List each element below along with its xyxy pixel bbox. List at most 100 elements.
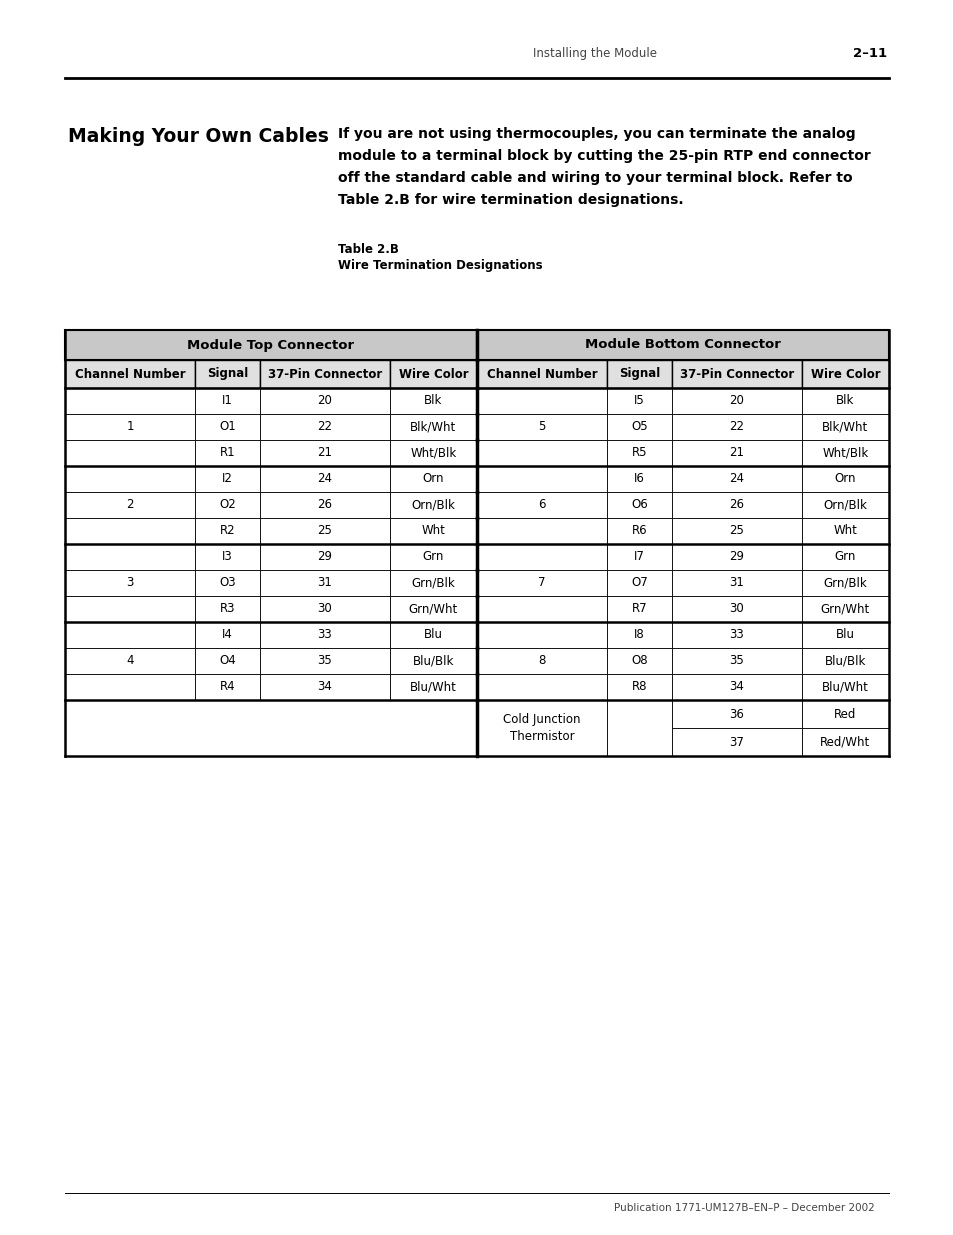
Bar [476, 359, 606, 388]
Bar [65, 492, 194, 517]
Bar [671, 597, 801, 622]
Bar [671, 517, 801, 543]
Bar [606, 674, 671, 700]
Text: O7: O7 [631, 577, 647, 589]
Text: 8: 8 [537, 655, 545, 667]
Text: Wire Termination Designations: Wire Termination Designations [337, 259, 542, 272]
Text: 29: 29 [317, 551, 333, 563]
Bar [476, 440, 606, 466]
Text: R5: R5 [631, 447, 646, 459]
Text: 2–11: 2–11 [852, 47, 886, 61]
Text: Module Bottom Connector: Module Bottom Connector [584, 338, 781, 352]
Bar [390, 648, 476, 674]
Bar [194, 571, 260, 597]
Text: 37-Pin Connector: 37-Pin Connector [679, 368, 793, 380]
Bar [194, 388, 260, 414]
Bar [65, 466, 194, 492]
Bar [194, 414, 260, 440]
Bar [260, 674, 390, 700]
Bar [260, 359, 390, 388]
Bar [65, 517, 194, 543]
Bar [390, 517, 476, 543]
Bar [671, 571, 801, 597]
Text: 7: 7 [537, 577, 545, 589]
Bar [801, 571, 888, 597]
Text: 34: 34 [317, 680, 332, 694]
Text: Wht/Blk: Wht/Blk [821, 447, 868, 459]
Bar [390, 440, 476, 466]
Bar [390, 388, 476, 414]
Text: Blu/Wht: Blu/Wht [821, 680, 868, 694]
Bar [194, 517, 260, 543]
Text: 37: 37 [729, 736, 743, 748]
Text: R4: R4 [219, 680, 235, 694]
Text: 6: 6 [537, 499, 545, 511]
Bar [476, 622, 606, 648]
Text: Module Top Connector: Module Top Connector [187, 338, 355, 352]
Text: Grn: Grn [834, 551, 855, 563]
Bar [476, 543, 606, 571]
Text: 1: 1 [126, 420, 133, 433]
Bar [606, 597, 671, 622]
Text: Blk/Wht: Blk/Wht [821, 420, 868, 433]
Text: module to a terminal block by cutting the 25-pin RTP end connector: module to a terminal block by cutting th… [337, 149, 870, 163]
Text: Installing the Module: Installing the Module [533, 47, 657, 61]
Text: R1: R1 [219, 447, 235, 459]
Text: Blk: Blk [836, 394, 854, 408]
Bar [65, 440, 194, 466]
Bar [476, 492, 606, 517]
Text: Grn/Blk: Grn/Blk [411, 577, 455, 589]
Bar [260, 648, 390, 674]
Bar [65, 700, 476, 756]
Text: 33: 33 [729, 629, 743, 641]
Text: 36: 36 [729, 708, 743, 720]
Bar [801, 359, 888, 388]
Text: I8: I8 [634, 629, 644, 641]
Text: I2: I2 [222, 473, 233, 485]
Text: Table 2.B for wire termination designations.: Table 2.B for wire termination designati… [337, 193, 683, 207]
Bar [65, 571, 194, 597]
Bar [606, 700, 671, 756]
Text: Blu: Blu [835, 629, 854, 641]
Bar [65, 388, 194, 414]
Bar [671, 700, 801, 727]
Text: 20: 20 [729, 394, 743, 408]
Text: 3: 3 [126, 577, 133, 589]
Bar [671, 492, 801, 517]
Text: 21: 21 [317, 447, 333, 459]
Bar [390, 674, 476, 700]
Text: Cold Junction
Thermistor: Cold Junction Thermistor [503, 713, 580, 743]
Text: Making Your Own Cables: Making Your Own Cables [68, 127, 329, 146]
Bar [606, 359, 671, 388]
Text: Grn/Wht: Grn/Wht [409, 603, 457, 615]
Bar [260, 440, 390, 466]
Bar [671, 388, 801, 414]
Bar [194, 597, 260, 622]
Text: 5: 5 [537, 420, 545, 433]
Bar [801, 440, 888, 466]
Text: Red: Red [834, 708, 856, 720]
Bar [801, 388, 888, 414]
Bar [801, 648, 888, 674]
Bar [194, 622, 260, 648]
Text: O6: O6 [631, 499, 647, 511]
Text: If you are not using thermocouples, you can terminate the analog: If you are not using thermocouples, you … [337, 127, 855, 141]
Text: Blu/Blk: Blu/Blk [824, 655, 865, 667]
Bar [65, 597, 194, 622]
Text: 26: 26 [729, 499, 743, 511]
Text: Publication 1771-UM127B–EN–P – December 2002: Publication 1771-UM127B–EN–P – December … [614, 1203, 874, 1213]
Bar [606, 388, 671, 414]
Bar [65, 359, 194, 388]
Bar [801, 517, 888, 543]
Bar [390, 359, 476, 388]
Text: Channel Number: Channel Number [486, 368, 597, 380]
Bar [65, 543, 194, 571]
Text: I6: I6 [634, 473, 644, 485]
Bar [476, 597, 606, 622]
Bar [65, 622, 194, 648]
Text: 22: 22 [729, 420, 743, 433]
Bar [194, 543, 260, 571]
Bar [476, 674, 606, 700]
Bar [390, 414, 476, 440]
Text: I4: I4 [222, 629, 233, 641]
